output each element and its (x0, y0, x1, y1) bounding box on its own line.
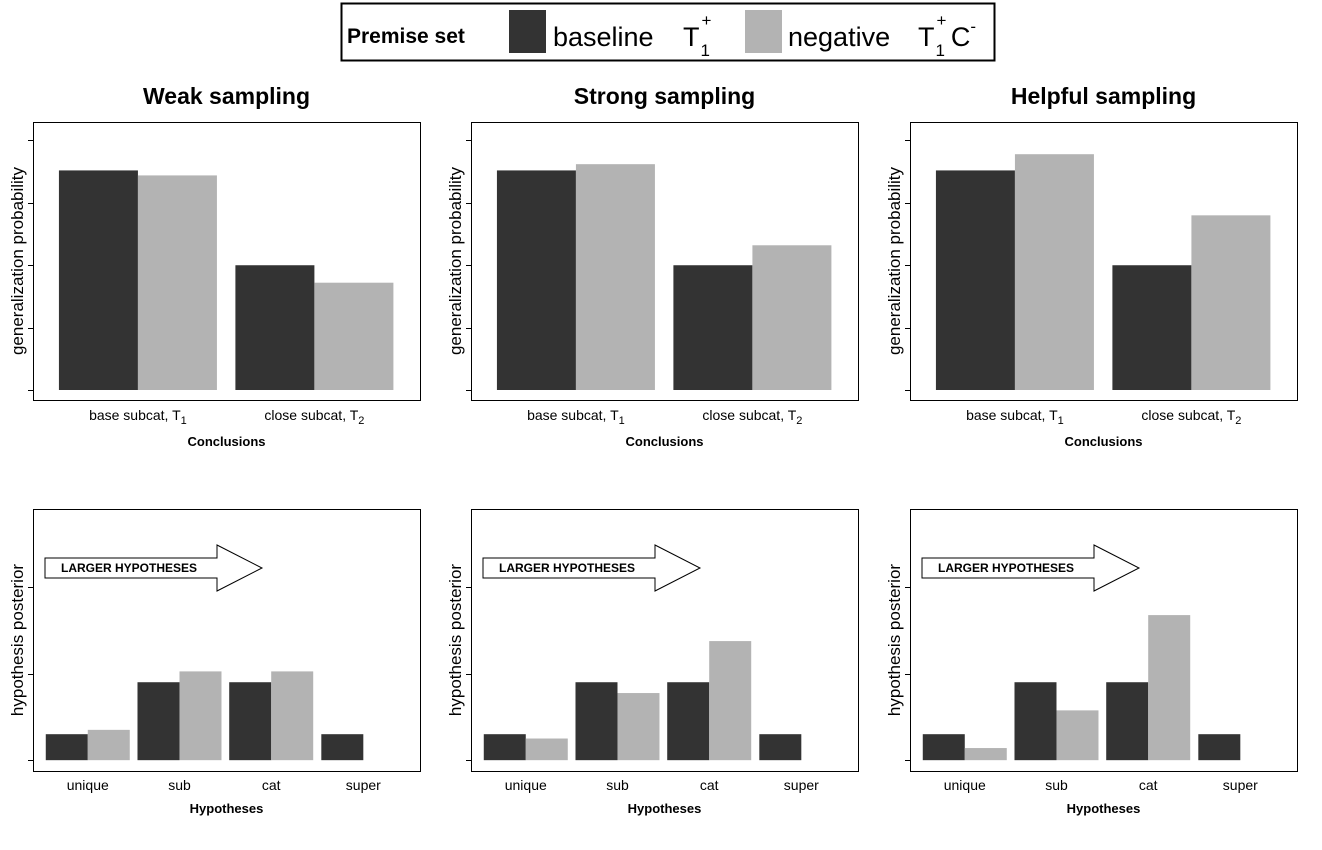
y-axis-label: generalization probability (8, 166, 27, 355)
larger-hypotheses-arrow (921, 544, 1141, 592)
y-axis-label: hypothesis posterior (885, 564, 904, 716)
x-tick-label: base subcat, T1 (527, 407, 625, 427)
x-axis-label: Hypotheses (190, 801, 264, 816)
bar-negative-sub (617, 693, 660, 761)
panel-hypotheses-3: hypothesis posterior unique sub cat super Hyp… (885, 509, 1298, 816)
x-tick-label: sub (606, 777, 629, 793)
legend-symbol-baseline: T+ 1 (683, 11, 712, 60)
x-tick-label: base subcat, T1 (89, 407, 187, 427)
panel-title: Strong sampling (574, 83, 755, 109)
panel-title: Helpful sampling (1011, 83, 1196, 109)
x-tick-label: unique (505, 777, 547, 793)
bar-baseline-cat (229, 682, 272, 761)
x-tick-label: close subcat, T2 (702, 407, 802, 427)
bar-negative-sub (1056, 710, 1099, 761)
bar-baseline-unique (922, 734, 965, 761)
panel-hypotheses-1: hypothesis posterior unique sub cat super Hyp… (8, 509, 421, 816)
bar-baseline-unique (45, 734, 88, 761)
bar-baseline-sub (1014, 682, 1057, 761)
bar-negative-unique (525, 738, 568, 761)
x-tick-label: super (784, 777, 819, 793)
bar-negative-cat (1148, 615, 1191, 761)
panel-title: Weak sampling (143, 83, 310, 109)
legend-label-baseline: baseline (553, 22, 654, 52)
y-axis-label: hypothesis posterior (8, 564, 27, 716)
x-tick-label: close subcat, T2 (1141, 407, 1241, 427)
x-tick-label: super (1223, 777, 1258, 793)
x-axis-label: Conclusions (1064, 434, 1142, 449)
x-tick-label: cat (262, 777, 281, 793)
bar-negative-basesubcatt (137, 175, 217, 390)
x-tick-label: unique (944, 777, 986, 793)
x-tick-label: unique (67, 777, 109, 793)
panel-conclusions-1: Weak sampling generalization probability b… (8, 83, 421, 449)
bar-negative-sub (179, 671, 222, 761)
bar-baseline-super (1198, 734, 1241, 761)
bar-negative-cat (271, 671, 314, 761)
bar-negative-unique (87, 729, 130, 761)
x-axis-label: Conclusions (625, 434, 703, 449)
bar-negative-closesubcatt (314, 282, 394, 390)
x-axis-label: Hypotheses (628, 801, 702, 816)
x-tick-label: super (346, 777, 381, 793)
plot-frame (471, 509, 859, 772)
bar-baseline-cat (667, 682, 710, 761)
x-tick-label: sub (168, 777, 191, 793)
bar-baseline-sub (575, 682, 618, 761)
legend-symbol-negative: T+ 1 C- (918, 11, 976, 60)
plot-frame (33, 509, 421, 772)
legend: Premise set baseline T+ 1 negative T+ 1 C- (340, 2, 996, 62)
legend-label-negative: negative (788, 22, 890, 52)
arrow-label: LARGER HYPOTHESES (61, 561, 197, 575)
bar-negative-unique (964, 748, 1007, 761)
x-axis-label: Hypotheses (1067, 801, 1141, 816)
larger-hypotheses-arrow (482, 544, 702, 592)
x-tick-label: cat (1139, 777, 1158, 793)
legend-header: Premise set (347, 25, 465, 48)
panel-hypotheses-2: hypothesis posterior unique sub cat super Hyp… (446, 509, 859, 816)
x-tick-label: close subcat, T2 (264, 407, 364, 427)
bar-negative-closesubcatt (752, 245, 832, 390)
y-axis-label: generalization probability (446, 166, 465, 355)
bar-baseline-basesubcatt (496, 170, 576, 390)
plot-frame (910, 122, 1298, 401)
bar-baseline-closesubcatt (1112, 265, 1192, 390)
bar-baseline-super (759, 734, 802, 761)
legend-box (340, 2, 996, 62)
bar-baseline-basesubcatt (58, 170, 138, 390)
bar-baseline-basesubcatt (935, 170, 1015, 390)
bar-negative-closesubcatt (1191, 215, 1271, 390)
larger-hypotheses-arrow (44, 544, 264, 592)
bar-baseline-super (321, 734, 364, 761)
plot-frame (910, 509, 1298, 772)
bar-baseline-unique (483, 734, 526, 761)
plot-frame (33, 122, 421, 401)
legend-swatch-negative (745, 10, 782, 53)
bar-negative-basesubcatt (575, 164, 655, 390)
plot-frame (471, 122, 859, 401)
bar-baseline-closesubcatt (673, 265, 753, 390)
arrow-label: LARGER HYPOTHESES (938, 561, 1074, 575)
legend-swatch-baseline (509, 10, 546, 53)
x-tick-label: sub (1045, 777, 1068, 793)
y-axis-label: hypothesis posterior (446, 564, 465, 716)
arrow-label: LARGER HYPOTHESES (499, 561, 635, 575)
bar-baseline-closesubcatt (235, 265, 315, 390)
y-axis-label: generalization probability (885, 166, 904, 355)
bar-baseline-sub (137, 682, 180, 761)
x-tick-label: base subcat, T1 (966, 407, 1064, 427)
x-tick-label: cat (700, 777, 719, 793)
bar-negative-cat (709, 641, 752, 761)
bar-negative-basesubcatt (1014, 154, 1094, 390)
panel-conclusions-2: Strong sampling generalization probabilit… (446, 83, 859, 449)
panel-conclusions-3: Helpful sampling generalization probabili… (885, 83, 1298, 449)
x-axis-label: Conclusions (187, 434, 265, 449)
bar-baseline-cat (1106, 682, 1149, 761)
